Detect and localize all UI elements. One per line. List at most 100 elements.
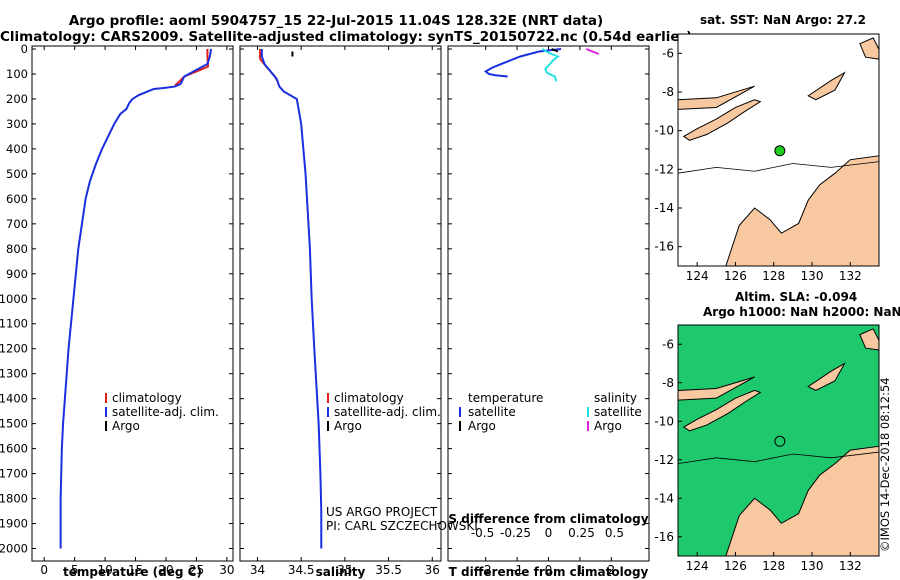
map-island-flores [677,376,755,401]
map-xtick-label-sst: 124 [686,269,709,283]
legend-salinity-title: salinity [594,391,637,405]
plot-frame-salinity [239,45,442,562]
series-line-temperature-satellite [483,48,562,78]
xtick-label-temperature: 5 [71,563,79,577]
x2tick-label: 0.25 [568,526,595,540]
map-ytick-label-sla: -6 [662,337,674,351]
pi-annotation: PI: CARL SZCZECHOWSKI [326,519,478,533]
sla-map-title-1: Altim. SLA: -0.094 [735,290,858,304]
map-ytick-label-sla: -10 [654,414,674,428]
map-ytick-label-sst: -10 [654,124,674,138]
ytick-label: 600 [6,192,28,206]
xtick-label-temperature: 15 [128,563,143,577]
legend-temp-argo: Argo [468,419,496,433]
plot-frame-temperature [31,45,234,562]
map-island-tanimbar [807,71,846,101]
xtick-label-salinity: 36 [425,563,440,577]
map-island-timor [682,389,762,432]
x2axis-label: S difference from climatology [448,512,648,526]
xaxis-label-difference: T difference from climatology [449,565,649,579]
map-xtick-label-sst: 130 [801,269,824,283]
series-line-salinity-satellite [541,48,560,82]
map-island-kai [859,37,880,60]
legend-sal-argo: Argo [594,419,622,433]
xtick-label-difference: -2 [480,563,492,577]
map-ytick-label-sla: -8 [662,376,674,390]
ytick-label: 900 [6,267,28,281]
title-line-2: Climatology: CARS2009. Satellite-adjuste… [0,29,693,45]
plot-frame-difference [447,45,650,562]
sla-map-title-2: Argo h1000: NaN h2000: NaN [703,305,900,319]
map-xtick-label-sst: 132 [839,269,862,283]
ytick-label: 200 [6,92,28,106]
xtick-label-salinity: 34 [250,563,265,577]
map-ytick-label-sla: -16 [654,530,674,544]
ytick-label: 1900 [0,517,28,531]
legend-label-temperature: satellite-adj. clim. [112,405,219,419]
ytick-label: 1500 [0,417,28,431]
series-line-satellite-adj-clim- [59,48,213,549]
xtick-label-difference: -1 [511,563,523,577]
legend-label-salinity: climatology [334,391,404,405]
xaxis-label-salinity: salinity [316,565,366,579]
ytick-label: 1800 [0,492,28,506]
ytick-label: 1200 [0,342,28,356]
series-line-temperature-argo [551,48,559,53]
legend-label-salinity: satellite-adj. clim. [334,405,441,419]
map-contour [677,161,880,174]
map-xtick-label-sla: 130 [801,559,824,573]
xtick-label-salinity: 35 [337,563,352,577]
map-ytick-label-sst: -16 [654,240,674,254]
xtick-label-difference: 1 [576,563,584,577]
map-ytick-label-sla: -12 [654,453,674,467]
map-ytick-label-sst: -14 [654,201,674,215]
map-argo-marker-sst [774,145,786,157]
ytick-label: 500 [6,167,28,181]
series-line-climatology [174,49,210,86]
ytick-label: 0 [21,42,28,56]
map-ytick-label-sst: -8 [662,85,674,99]
map-xtick-label-sst: 128 [762,269,785,283]
legend-temperature-title: temperature [468,391,543,405]
x2tick-label: -0.25 [500,526,531,540]
xaxis-label-temperature: temperature (deg C) [63,565,202,579]
map-island-timor [682,99,762,141]
project-annotation: US ARGO PROJECT [326,505,438,519]
map-ytick-label-sst: -6 [662,46,674,60]
xtick-label-temperature: 30 [219,563,234,577]
map-contour [677,451,880,464]
map-ytick-label-sst: -12 [654,162,674,176]
ytick-label: 300 [6,117,28,131]
map-island-kai [859,328,880,351]
ytick-label: 1300 [0,367,28,381]
legend-label-temperature: climatology [112,391,182,405]
map-island-tanimbar [807,362,846,392]
sst-map-title: sat. SST: NaN Argo: 27.2 [700,13,866,27]
xtick-label-difference: 0 [545,563,553,577]
xtick-label-temperature: 0 [40,563,48,577]
xtick-label-temperature: 25 [189,563,204,577]
ytick-label: 100 [6,67,28,81]
ytick-label: 1000 [0,292,28,306]
ytick-label: 1100 [0,317,28,331]
ytick-label: 400 [6,142,28,156]
xtick-label-temperature: 10 [97,563,112,577]
ytick-label: 700 [6,217,28,231]
legend-label-salinity: Argo [334,419,362,433]
xtick-label-difference: 2 [607,563,615,577]
map-xtick-label-sla: 124 [686,559,709,573]
legend-sal-satellite: satellite [594,405,642,419]
map-xtick-label-sla: 126 [724,559,747,573]
x2tick-label: -0.5 [471,526,494,540]
ytick-label: 2000 [0,542,28,556]
series-line-salinity-argo [585,48,600,55]
map-australia [725,155,880,267]
ytick-label: 1700 [0,467,28,481]
ytick-label: 800 [6,242,28,256]
map-australia [725,445,880,557]
xtick-label-salinity: 35.5 [375,563,402,577]
map-ytick-label-sla: -14 [654,491,674,505]
map-xtick-label-sla: 132 [839,559,862,573]
map-argo-marker-sla [774,435,786,447]
series-line-satellite-adj-clim- [260,49,323,549]
